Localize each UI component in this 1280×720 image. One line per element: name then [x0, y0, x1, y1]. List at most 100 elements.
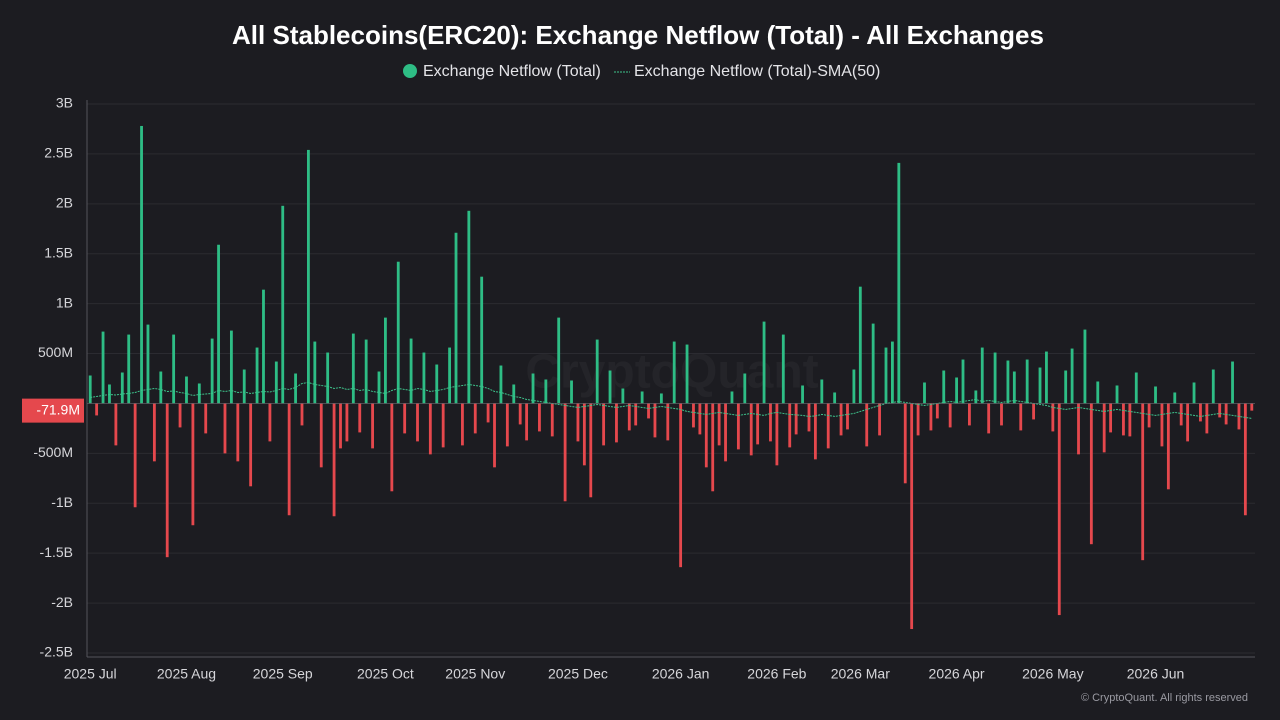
- bar: [441, 403, 445, 448]
- bar: [339, 403, 342, 449]
- bar: [403, 403, 407, 434]
- bar: [672, 341, 676, 404]
- bar: [531, 373, 535, 404]
- bar: [461, 403, 464, 446]
- bar: [659, 393, 663, 404]
- bar: [1173, 392, 1177, 404]
- sma-line: [90, 381, 1252, 419]
- bar: [557, 317, 561, 404]
- bar: [1192, 382, 1196, 404]
- bar: [358, 403, 362, 433]
- bar: [364, 339, 368, 404]
- y-tick-label: -1B: [51, 494, 73, 510]
- bar: [281, 205, 285, 404]
- bar: [833, 392, 837, 404]
- bar: [384, 317, 387, 404]
- x-tick-label: 2025 Jul: [64, 666, 117, 682]
- bar: [313, 341, 317, 404]
- bar: [88, 375, 92, 404]
- bar: [801, 385, 804, 404]
- bar: [1205, 403, 1209, 434]
- bar: [1128, 403, 1132, 437]
- bar: [287, 403, 291, 516]
- legend-label: Exchange Netflow (Total)-SMA(50): [634, 63, 880, 80]
- bar: [371, 403, 374, 449]
- bar: [692, 403, 695, 428]
- bar: [512, 384, 516, 404]
- bar: [473, 403, 477, 434]
- bar: [467, 210, 471, 404]
- y-tick-label: 2.5B: [44, 145, 73, 161]
- bar: [884, 347, 888, 404]
- bar: [133, 403, 137, 508]
- bar: [1096, 381, 1100, 404]
- bar: [955, 377, 958, 404]
- bar: [640, 391, 644, 404]
- bar: [518, 403, 522, 425]
- bar: [781, 334, 785, 404]
- bar: [1083, 329, 1087, 404]
- bar: [1134, 372, 1138, 404]
- bar: [178, 403, 182, 428]
- bar: [813, 403, 817, 460]
- bar: [942, 370, 946, 404]
- x-tick-label: 2026 Jun: [1127, 666, 1185, 682]
- bar: [974, 390, 978, 404]
- bar: [1186, 403, 1190, 442]
- bar: [1038, 367, 1042, 404]
- bar: [1199, 403, 1202, 422]
- bar: [993, 352, 997, 404]
- bar: [685, 344, 689, 404]
- bar: [608, 370, 612, 404]
- bar: [704, 403, 708, 468]
- legend-label: Exchange Netflow (Total): [423, 63, 601, 80]
- bar: [377, 371, 381, 404]
- bar: [1231, 361, 1234, 404]
- bar: [749, 403, 753, 456]
- x-tick-label: 2026 Mar: [831, 666, 890, 682]
- bar: [717, 403, 721, 446]
- bar: [204, 403, 208, 434]
- y-tick-label: 2B: [56, 195, 73, 211]
- bar: [615, 403, 618, 443]
- current-value-label: -71.9M: [36, 401, 80, 417]
- bar: [1057, 403, 1061, 616]
- bar: [454, 232, 458, 404]
- y-tick-label: -2B: [51, 594, 73, 610]
- bar: [563, 403, 567, 502]
- bar: [140, 125, 143, 404]
- bar: [923, 382, 926, 404]
- bar: [152, 403, 156, 462]
- y-tick-label: -500M: [33, 444, 73, 460]
- bar: [319, 403, 323, 468]
- bar: [756, 403, 760, 445]
- bar: [762, 321, 766, 404]
- bar: [897, 162, 901, 404]
- bar: [775, 403, 779, 466]
- bar: [1166, 403, 1170, 490]
- bar: [627, 403, 631, 431]
- bar: [910, 403, 914, 630]
- bar: [1160, 403, 1164, 447]
- y-tick-label: 1B: [56, 294, 73, 310]
- bar: [961, 359, 965, 404]
- bar: [268, 403, 272, 442]
- bar: [197, 383, 201, 404]
- bar: [1115, 385, 1119, 404]
- bar: [217, 244, 220, 404]
- bar: [255, 347, 259, 404]
- bar: [570, 380, 573, 404]
- bar: [1218, 403, 1222, 418]
- watermark: CryptoQuant: [525, 346, 818, 399]
- bar: [448, 347, 452, 404]
- bar: [582, 403, 586, 466]
- bar: [647, 403, 650, 419]
- bar: [730, 391, 734, 404]
- bar: [1019, 403, 1023, 431]
- bar: [428, 403, 432, 455]
- bar: [1147, 403, 1151, 428]
- bar: [409, 338, 413, 404]
- bar: [223, 403, 227, 454]
